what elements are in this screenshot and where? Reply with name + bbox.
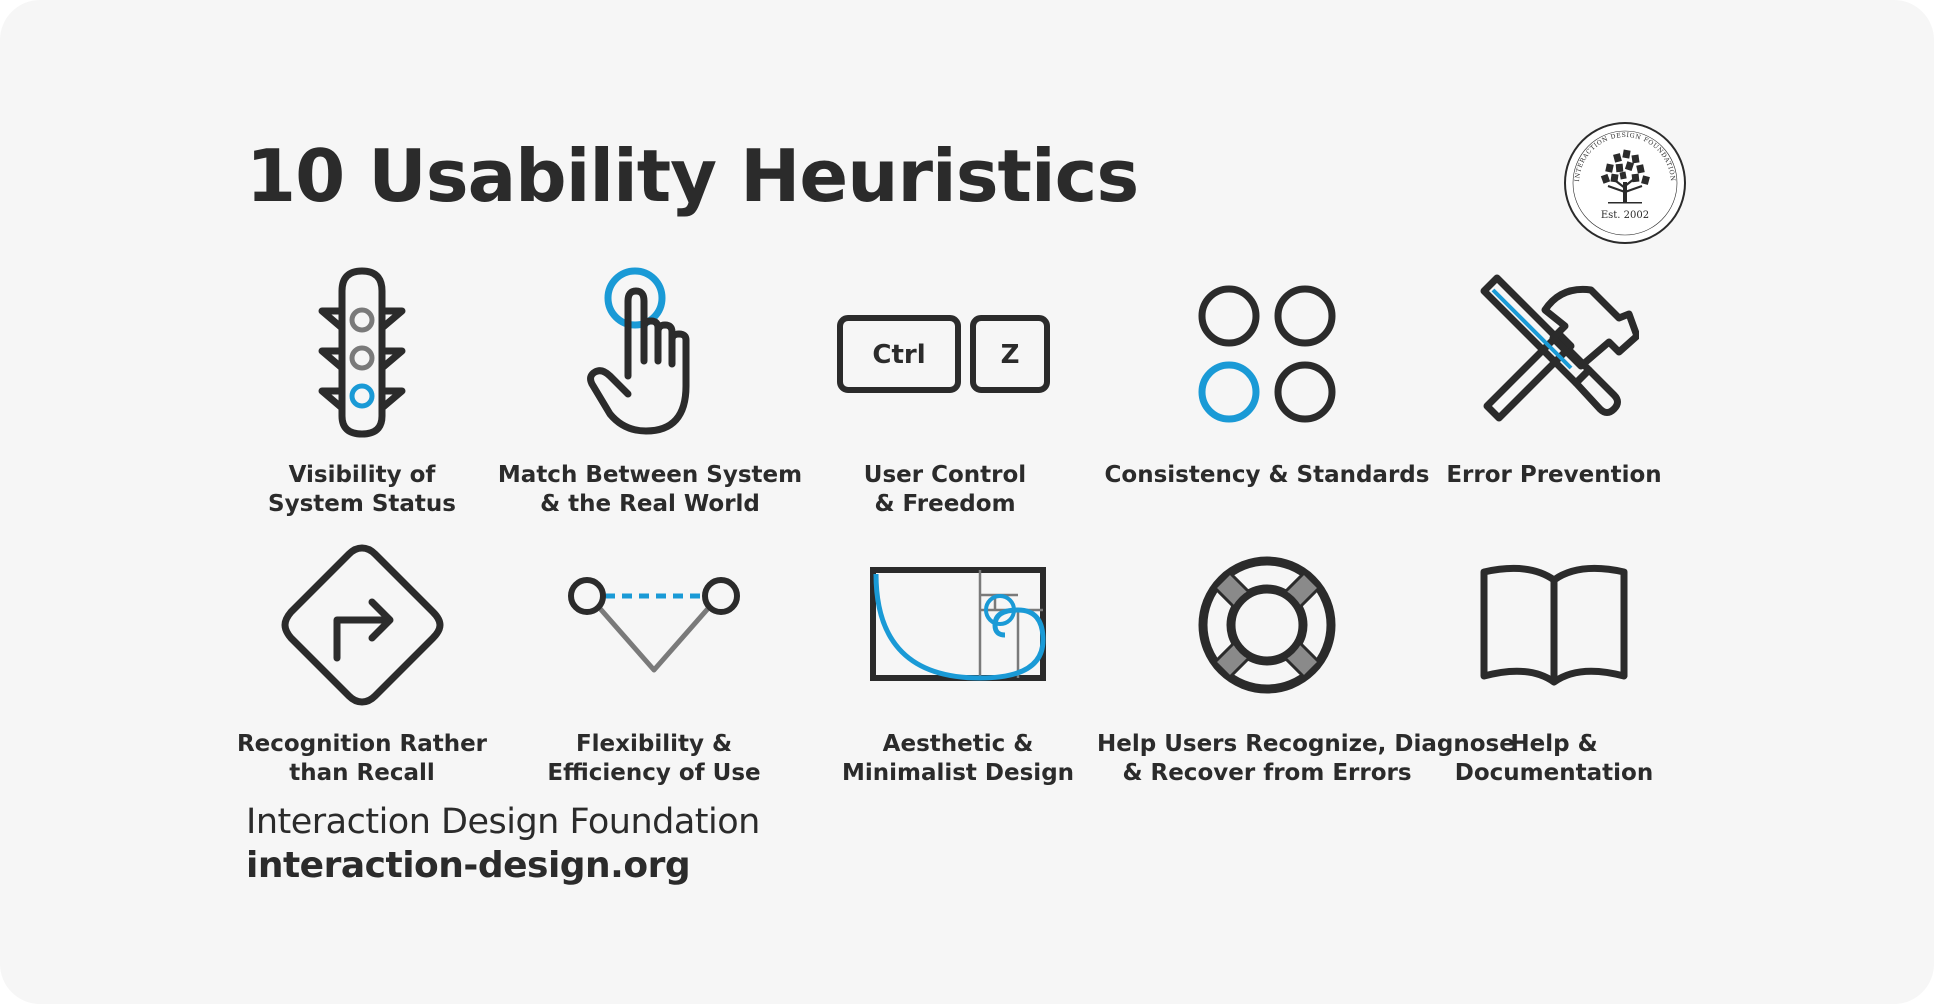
heuristic-match: Match Between System & the Real World (480, 266, 820, 519)
heuristic-error-prevention: Error Prevention (1384, 266, 1724, 490)
heuristic-user-control: Ctrl Z User Control & Freedom (775, 266, 1115, 519)
shortcut-path-icon (568, 577, 740, 673)
traffic-light-icon (318, 267, 406, 438)
heuristic-flexibility: Flexibility & Efficiency of Use (484, 540, 824, 788)
lifebuoy-icon (1198, 556, 1336, 694)
ctrl-key-label: Ctrl (872, 340, 925, 370)
idf-logo: INTERACTION DESIGN FOUNDATION Est (1564, 122, 1686, 244)
turn-right-sign-icon (281, 544, 444, 706)
four-circles-icon (1198, 285, 1336, 423)
org-name: Interaction Design Foundation (246, 802, 760, 842)
heuristic-consistency: Consistency & Standards (1097, 266, 1437, 490)
logo-est-text: Est. 2002 (1601, 210, 1649, 221)
page-title: 10 Usability Heuristics (246, 134, 1139, 218)
golden-spiral-icon (870, 567, 1046, 681)
heuristic-visibility: Visibility of System Status (192, 266, 532, 519)
open-book-icon (1480, 564, 1628, 686)
z-key-label: Z (1001, 340, 1020, 370)
org-url[interactable]: interaction-design.org (246, 845, 691, 886)
footer: Interaction Design Foundation interactio… (246, 800, 760, 888)
pointing-hand-icon (587, 267, 690, 435)
hammer-screwdriver-icon (1480, 274, 1639, 422)
ctrl-z-keys-icon: Ctrl Z (837, 315, 1050, 393)
heuristic-documentation: Help & Documentation (1384, 540, 1724, 788)
heuristic-recognition: Recognition Rather than Recall (192, 540, 532, 788)
heuristic-aesthetic: Aesthetic & Minimalist Design (788, 540, 1128, 788)
tree-icon (1600, 149, 1650, 204)
